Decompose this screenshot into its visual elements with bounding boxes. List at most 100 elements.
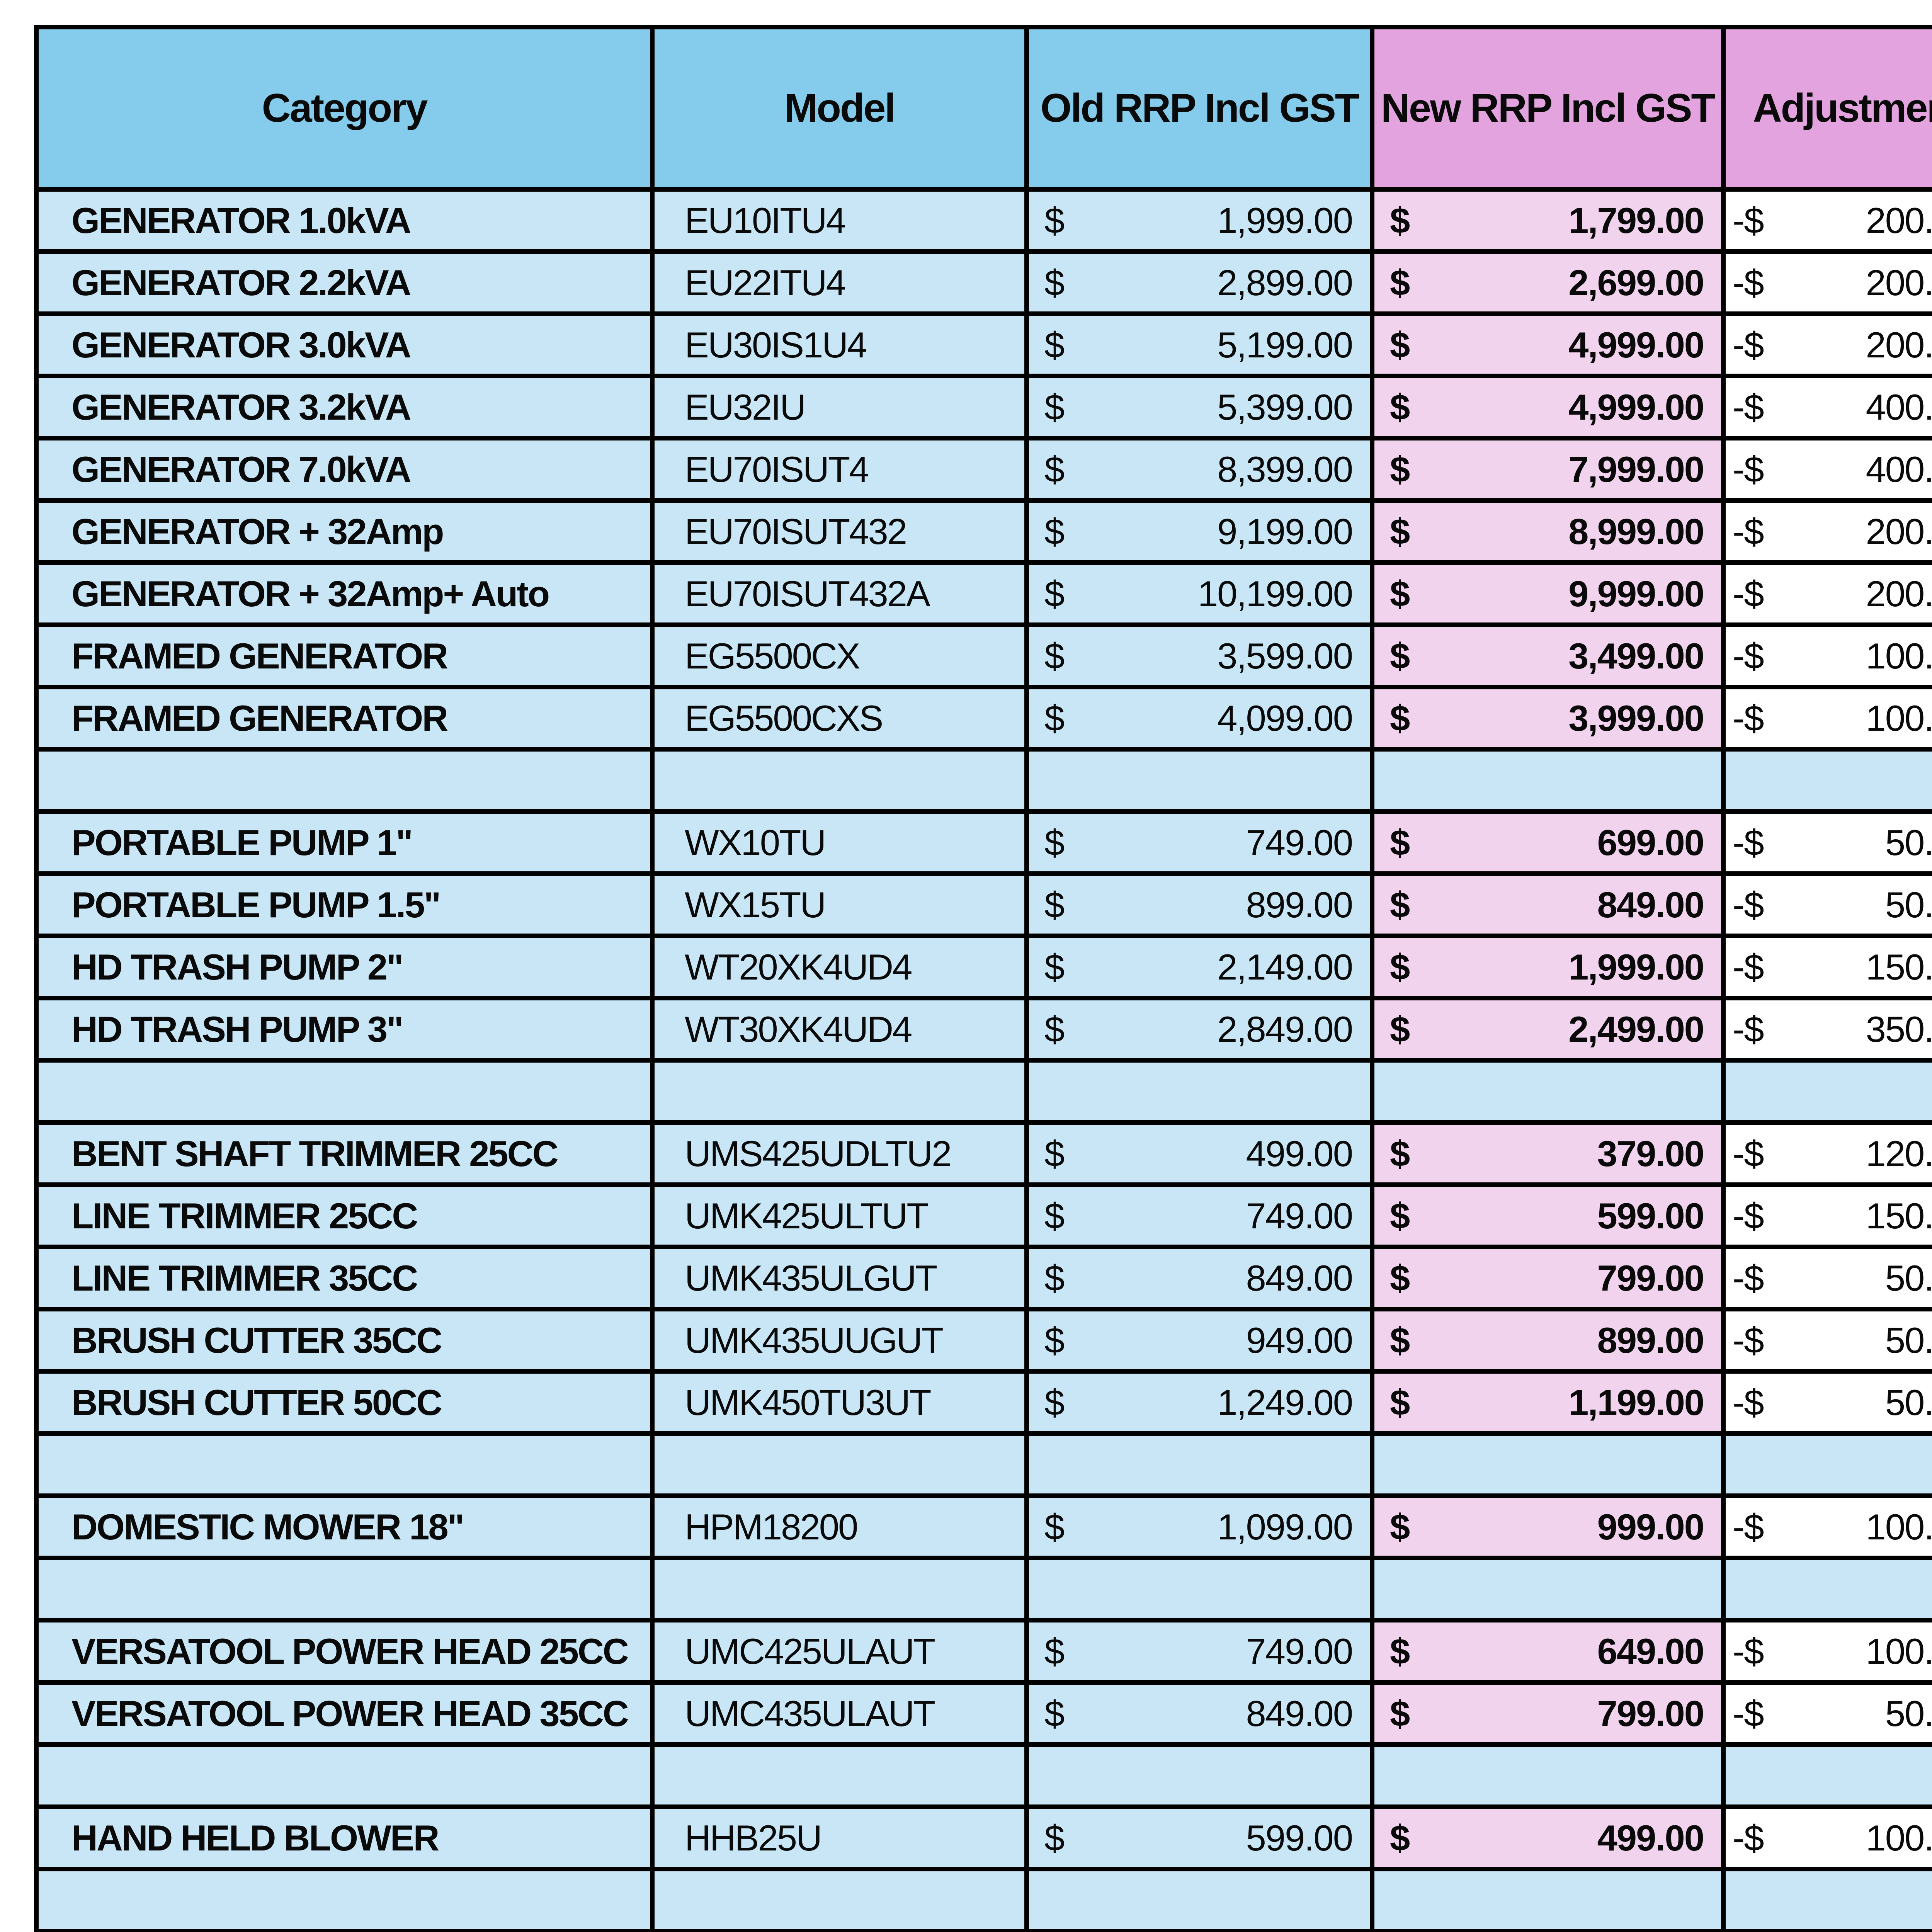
- old-rrp-cell: $2,849.00: [1024, 996, 1374, 1063]
- new-rrp-cell: $599.00: [1370, 1182, 1726, 1249]
- adjustment-sign-symbol: -$: [1733, 946, 1764, 987]
- adjustment-sign-symbol: -$: [1733, 511, 1764, 552]
- old-rrp-currency-symbol: $: [1044, 324, 1065, 365]
- old-rrp-cell: $949.00: [1024, 1307, 1374, 1374]
- old-rrp-cell-content: $2,849.00: [1031, 1009, 1367, 1050]
- old-rrp-value: 2,149.00: [1217, 946, 1353, 987]
- spacer-cell: [34, 1431, 655, 1498]
- table-row: FRAMED GENERATOR EG5500CXS $4,099.00 $3,999…: [34, 685, 1932, 752]
- adjustment-sign-symbol: -$: [1733, 822, 1764, 863]
- old-rrp-cell: $5,399.00: [1024, 374, 1374, 440]
- model-cell: UMC425ULAUT: [650, 1618, 1029, 1685]
- adjustment-cell: -$ 50.00: [1721, 871, 1932, 938]
- adjustment-sign-symbol: -$: [1733, 449, 1764, 490]
- spacer-row: [34, 1867, 1932, 1932]
- category-cell: GENERATOR 7.0kVA: [34, 436, 655, 503]
- new-rrp-cell: $699.00: [1370, 809, 1726, 876]
- old-rrp-cell-content: $1,999.00: [1031, 200, 1367, 242]
- old-rrp-currency-symbol: $: [1044, 1009, 1065, 1049]
- table-row: VERSATOOL POWER HEAD 25CC UMC425ULAUT $749…: [34, 1618, 1932, 1685]
- adjustment-sign-symbol: -$: [1733, 635, 1764, 676]
- header-old-rrp: Old RRP Incl GST: [1024, 25, 1374, 192]
- category-cell: FRAMED GENERATOR: [34, 685, 655, 752]
- old-rrp-value: 849.00: [1246, 1257, 1353, 1298]
- header-category: Category: [34, 25, 655, 192]
- adjustment-sign-symbol: -$: [1733, 1506, 1764, 1547]
- adjustment-cell-content: -$ 200.00: [1728, 511, 1932, 553]
- category-cell: GENERATOR 1.0kVA: [34, 187, 655, 254]
- old-rrp-cell: $899.00: [1024, 871, 1374, 938]
- adjustment-value: 50.00: [1885, 884, 1932, 925]
- adjustment-sign-symbol: -$: [1733, 200, 1764, 241]
- model-cell: UMK425ULTUT: [650, 1182, 1029, 1249]
- new-rrp-cell: $1,799.00: [1370, 187, 1726, 254]
- adjustment-value: 200.00: [1866, 324, 1932, 365]
- price-table: Category Model Old RRP Incl GST New RRP …: [34, 25, 1932, 1932]
- new-rrp-currency-symbol: $: [1390, 511, 1410, 552]
- adjustment-value: 100.00: [1866, 1506, 1932, 1547]
- old-rrp-currency-symbol: $: [1044, 386, 1065, 427]
- table-row: GENERATOR 3.2kVA EU32IU $5,399.00 $4,999.00…: [34, 374, 1932, 440]
- table-row: LINE TRIMMER 35CC UMK435ULGUT $849.00 $799.…: [34, 1245, 1932, 1311]
- table-row: LINE TRIMMER 25CC UMK425ULTUT $749.00 $599.…: [34, 1182, 1932, 1249]
- model-cell: EU32IU: [650, 374, 1029, 440]
- old-rrp-cell: $3,599.00: [1024, 622, 1374, 689]
- adjustment-value: 200.00: [1866, 200, 1932, 241]
- model-cell: UMS425UDLTU2: [650, 1120, 1029, 1187]
- new-rrp-cell: $2,699.00: [1370, 249, 1726, 316]
- table-row: HD TRASH PUMP 2" WT20XK4UD4 $2,149.00 $1,99…: [34, 934, 1932, 1000]
- adjustment-value: 350.00: [1866, 1009, 1932, 1049]
- new-rrp-cell-content: $379.00: [1377, 1133, 1719, 1175]
- old-rrp-value: 3,599.00: [1217, 635, 1353, 676]
- adjustment-cell: -$ 150.00: [1721, 1182, 1932, 1249]
- old-rrp-cell: $8,399.00: [1024, 436, 1374, 503]
- model-cell: EU70ISUT432: [650, 498, 1029, 565]
- adjustment-cell: -$ 100.00: [1721, 1804, 1932, 1871]
- adjustment-cell: -$ 50.00: [1721, 1307, 1932, 1374]
- new-rrp-cell: $4,999.00: [1370, 311, 1726, 378]
- new-rrp-currency-symbol: $: [1390, 946, 1410, 987]
- header-new-rrp: New RRP Incl GST: [1370, 25, 1726, 192]
- spacer-cell: [1024, 1058, 1374, 1125]
- new-rrp-cell-content: $649.00: [1377, 1631, 1719, 1672]
- adjustment-cell-content: -$ 100.00: [1728, 697, 1932, 739]
- old-rrp-cell-content: $599.00: [1031, 1817, 1367, 1859]
- table-row: HD TRASH PUMP 3" WT30XK4UD4 $2,849.00 $2,49…: [34, 996, 1932, 1063]
- old-rrp-value: 4,099.00: [1217, 697, 1353, 738]
- old-rrp-cell-content: $5,199.00: [1031, 324, 1367, 366]
- old-rrp-currency-symbol: $: [1044, 262, 1065, 303]
- old-rrp-value: 749.00: [1246, 1195, 1353, 1236]
- new-rrp-cell-content: $7,999.00: [1377, 449, 1719, 490]
- table-row: GENERATOR + 32Amp+ Auto EU70ISUT432A $10,1…: [34, 560, 1932, 627]
- model-cell: EU70ISUT432A: [650, 560, 1029, 627]
- new-rrp-currency-symbol: $: [1390, 324, 1410, 365]
- old-rrp-cell-content: $749.00: [1031, 1195, 1367, 1237]
- spacer-row: [34, 1058, 1932, 1125]
- spacer-cell: [1721, 1742, 1932, 1809]
- old-rrp-cell: $849.00: [1024, 1245, 1374, 1311]
- new-rrp-cell: $3,999.00: [1370, 685, 1726, 752]
- header-adjustment: Adjustment: [1721, 25, 1932, 192]
- new-rrp-currency-symbol: $: [1390, 822, 1410, 863]
- spacer-cell: [650, 747, 1029, 814]
- adjustment-value: 120.00: [1866, 1133, 1932, 1174]
- spacer-cell: [1370, 747, 1726, 814]
- old-rrp-cell-content: $1,099.00: [1031, 1506, 1367, 1548]
- table-row: BRUSH CUTTER 50CC UMK450TU3UT $1,249.00 $1,…: [34, 1369, 1932, 1436]
- old-rrp-cell-content: $1,249.00: [1031, 1382, 1367, 1423]
- new-rrp-value: 599.00: [1597, 1195, 1704, 1236]
- old-rrp-cell: $749.00: [1024, 809, 1374, 876]
- new-rrp-currency-symbol: $: [1390, 1506, 1410, 1547]
- model-cell: UMK435UUGUT: [650, 1307, 1029, 1374]
- new-rrp-value: 8,999.00: [1568, 511, 1704, 552]
- model-cell: EU70ISUT4: [650, 436, 1029, 503]
- table-row: PORTABLE PUMP 1.5" WX15TU $899.00 $849.00 -$…: [34, 871, 1932, 938]
- old-rrp-currency-symbol: $: [1044, 1133, 1065, 1174]
- new-rrp-currency-symbol: $: [1390, 573, 1410, 614]
- spacer-cell: [1024, 1867, 1374, 1932]
- adjustment-cell: -$ 50.00: [1721, 1245, 1932, 1311]
- spacer-cell: [1721, 1867, 1932, 1932]
- adjustment-cell-content: -$ 200.00: [1728, 573, 1932, 615]
- model-cell: EU10ITU4: [650, 187, 1029, 254]
- adjustment-value: 200.00: [1866, 573, 1932, 614]
